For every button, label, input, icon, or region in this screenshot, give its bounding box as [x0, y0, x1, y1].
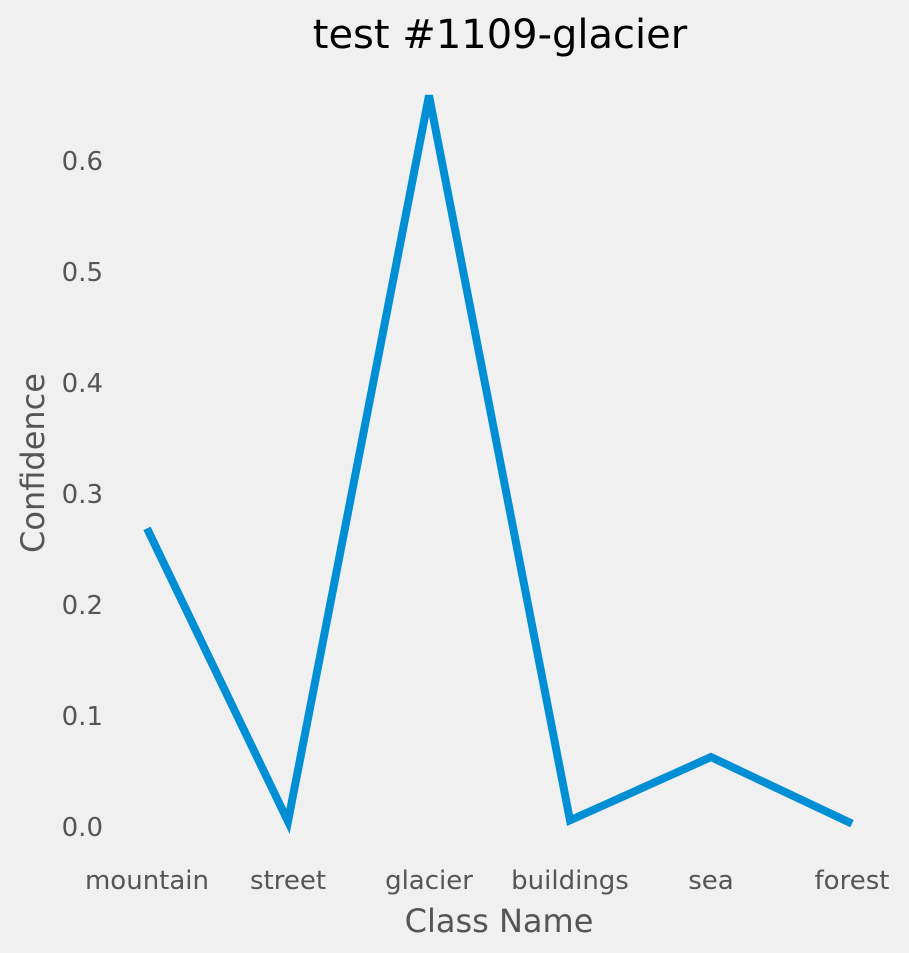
- x-tick-label: street: [250, 866, 326, 896]
- y-axis-label: Confidence: [14, 373, 52, 553]
- x-axis-label: Class Name: [405, 902, 594, 940]
- y-tick-label: 0.6: [62, 147, 103, 177]
- x-tick-label: sea: [688, 866, 733, 896]
- y-tick-label: 0.5: [62, 258, 103, 288]
- x-tick-label: mountain: [85, 866, 209, 896]
- y-tick-label: 0.2: [62, 591, 103, 621]
- x-tick-label: glacier: [385, 866, 473, 896]
- y-tick-label: 0.3: [62, 480, 103, 510]
- series-line: [143, 94, 854, 835]
- x-tick-label: forest: [815, 866, 890, 896]
- x-tick-label: buildings: [511, 866, 629, 896]
- chart-title: test #1109-glacier: [313, 12, 688, 58]
- y-tick-label: 0.4: [62, 369, 103, 399]
- plot-area: 0.0 0.1 0.2 0.3 0.4 0.5 0.6 mountain street glaci…: [62, 94, 890, 896]
- y-tick-label: 0.1: [62, 702, 103, 732]
- y-tick-label: 0.0: [62, 813, 103, 843]
